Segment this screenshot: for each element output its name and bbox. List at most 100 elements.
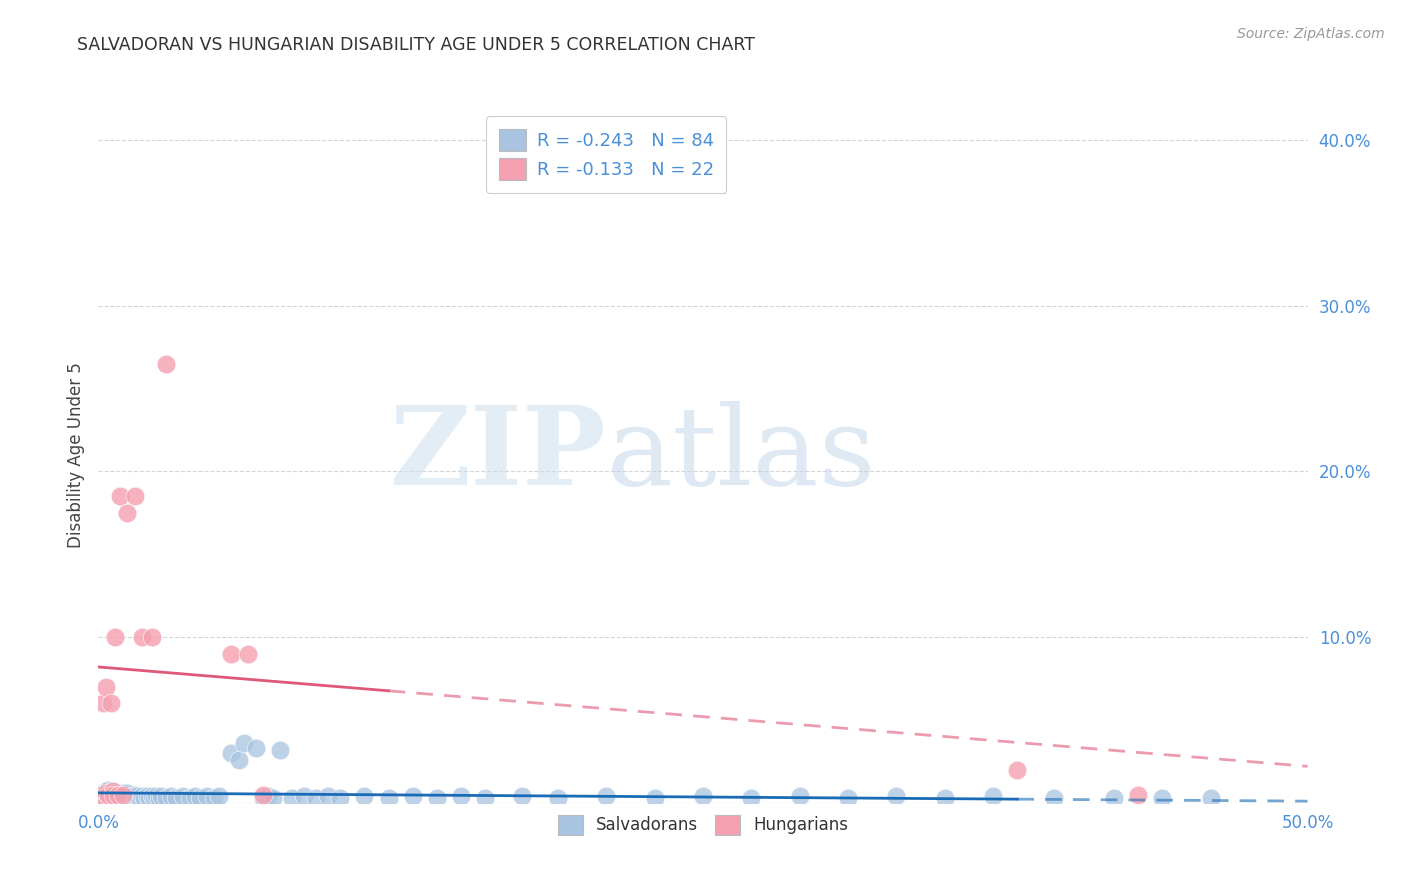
Point — [91, 786, 114, 800]
Point — [94, 788, 117, 802]
Point — [124, 489, 146, 503]
Point — [97, 788, 120, 802]
Point — [281, 790, 304, 805]
Point — [131, 789, 153, 804]
Point — [426, 790, 449, 805]
Point — [118, 790, 141, 805]
Point — [100, 788, 122, 802]
Point — [108, 790, 131, 805]
Point — [111, 789, 134, 804]
Point — [204, 790, 226, 805]
Point — [143, 790, 166, 805]
Point — [108, 788, 131, 802]
Point — [1042, 790, 1064, 805]
Legend: Salvadorans, Hungarians: Salvadorans, Hungarians — [550, 806, 856, 843]
Point — [127, 789, 149, 804]
Point — [232, 736, 254, 750]
Point — [837, 790, 859, 805]
Text: atlas: atlas — [606, 401, 876, 508]
Point — [94, 784, 117, 798]
Point — [145, 789, 167, 804]
Point — [104, 788, 127, 802]
Point — [90, 788, 112, 802]
Point — [124, 788, 146, 802]
Point — [644, 790, 666, 805]
Point — [135, 789, 157, 804]
Point — [111, 786, 134, 800]
Point — [94, 786, 117, 800]
Point — [377, 790, 399, 805]
Point — [165, 790, 187, 805]
Point — [256, 789, 278, 804]
Point — [100, 784, 122, 798]
Point — [131, 630, 153, 644]
Point — [1128, 788, 1150, 802]
Point — [292, 789, 315, 804]
Point — [114, 790, 136, 805]
Point — [450, 789, 472, 804]
Point — [510, 789, 533, 804]
Point — [252, 790, 274, 805]
Point — [245, 741, 267, 756]
Point — [353, 789, 375, 804]
Point — [195, 789, 218, 804]
Point — [402, 789, 425, 804]
Point — [94, 790, 117, 805]
Point — [117, 789, 139, 804]
Point — [101, 786, 124, 800]
Point — [1152, 790, 1174, 805]
Point — [138, 790, 160, 805]
Point — [91, 697, 114, 711]
Point — [117, 786, 139, 800]
Point — [97, 786, 120, 800]
Point — [117, 506, 139, 520]
Point — [316, 789, 339, 804]
Point — [108, 489, 131, 503]
Point — [101, 788, 124, 802]
Point — [91, 789, 114, 804]
Point — [1007, 763, 1029, 777]
Point — [101, 784, 124, 798]
Point — [148, 790, 170, 805]
Point — [934, 790, 956, 805]
Point — [155, 790, 177, 805]
Point — [269, 743, 291, 757]
Point — [128, 790, 150, 805]
Point — [221, 647, 243, 661]
Point — [547, 790, 569, 805]
Point — [1199, 790, 1222, 805]
Point — [252, 788, 274, 802]
Point — [90, 788, 112, 802]
Y-axis label: Disability Age Under 5: Disability Age Under 5 — [66, 362, 84, 548]
Point — [104, 630, 127, 644]
Point — [107, 788, 129, 802]
Point — [221, 746, 243, 760]
Point — [134, 790, 156, 805]
Point — [94, 680, 117, 694]
Point — [329, 790, 352, 805]
Point — [100, 790, 122, 805]
Point — [228, 753, 250, 767]
Point — [160, 789, 183, 804]
Point — [981, 789, 1004, 804]
Point — [107, 786, 129, 800]
Point — [101, 789, 124, 804]
Point — [208, 789, 231, 804]
Point — [107, 789, 129, 804]
Point — [172, 789, 194, 804]
Point — [104, 790, 127, 805]
Point — [150, 789, 173, 804]
Text: ZIP: ZIP — [389, 401, 606, 508]
Point — [97, 782, 120, 797]
Point — [262, 790, 284, 805]
Text: Source: ZipAtlas.com: Source: ZipAtlas.com — [1237, 27, 1385, 41]
Point — [789, 789, 811, 804]
Point — [141, 789, 163, 804]
Point — [111, 788, 134, 802]
Point — [886, 789, 908, 804]
Text: SALVADORAN VS HUNGARIAN DISABILITY AGE UNDER 5 CORRELATION CHART: SALVADORAN VS HUNGARIAN DISABILITY AGE U… — [77, 36, 755, 54]
Point — [740, 790, 762, 805]
Point — [188, 790, 211, 805]
Point — [238, 647, 260, 661]
Point — [141, 630, 163, 644]
